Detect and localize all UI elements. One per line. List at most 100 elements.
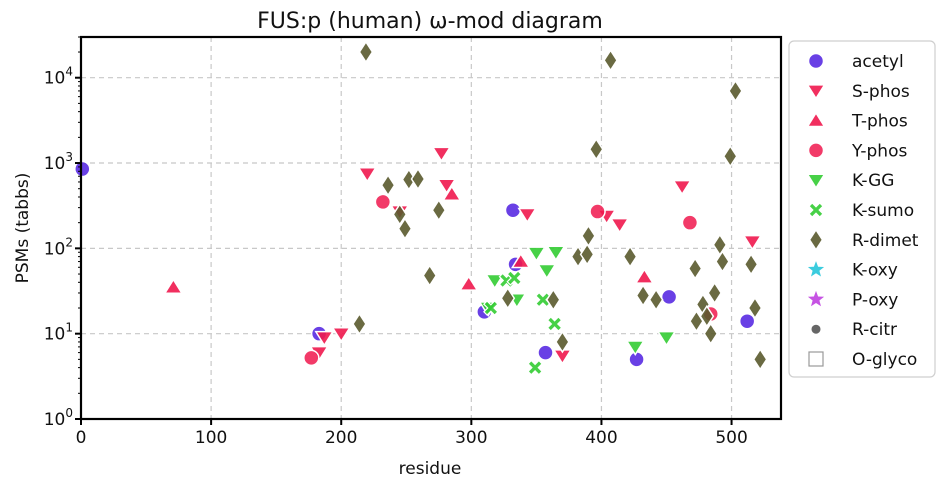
y-tick-label: 103: [44, 150, 73, 174]
data-point-r-dimet: [635, 284, 651, 307]
data-point-k-sumo: [546, 316, 563, 332]
data-point-r-dimet: [410, 167, 426, 191]
data-point-t-phos: [441, 185, 462, 202]
data-point-s-phos: [314, 330, 335, 347]
data-point-k-gg: [625, 340, 646, 356]
x-tick-label: 300: [455, 428, 487, 448]
data-point-k-gg: [656, 330, 677, 347]
legend-box: [788, 40, 936, 378]
legend-label: Y-phos: [851, 141, 907, 161]
legend-label: K-sumo: [852, 201, 914, 221]
legend-label: P-oxy: [852, 290, 898, 310]
legend-label: acetyl: [852, 52, 904, 72]
data-point-s-phos: [609, 217, 630, 234]
x-tick-label: 500: [715, 428, 747, 448]
data-point-k-gg: [484, 273, 505, 290]
data-point-y-phos: [681, 214, 699, 231]
legend-marker-k-gg: [806, 173, 826, 190]
data-point-r-dimet: [703, 322, 719, 346]
data-point-acetyl: [660, 288, 678, 306]
data-point-t-phos: [163, 278, 184, 294]
data-points: [74, 40, 768, 376]
grid: [80, 37, 781, 419]
legend-label: R-citr: [852, 320, 897, 340]
data-point-r-dimet: [687, 257, 703, 280]
data-point-k-sumo: [527, 359, 543, 376]
data-point-t-phos: [458, 275, 479, 291]
data-point-s-phos: [672, 179, 692, 196]
data-point-r-dimet: [648, 288, 664, 312]
data-point-s-phos: [331, 326, 352, 343]
data-point-r-dimet: [715, 250, 730, 273]
x-tick-label: 400: [585, 428, 617, 448]
data-point-k-sumo: [535, 291, 551, 308]
data-point-r-dimet: [603, 48, 618, 72]
data-point-r-dimet: [588, 137, 604, 161]
data-point-r-dimet: [699, 304, 715, 328]
plot-frame: [79, 35, 783, 421]
legend-marker-s-phos: [806, 84, 826, 100]
y-tick-label: 101: [44, 321, 73, 345]
data-point-acetyl: [738, 312, 756, 330]
data-point-r-dimet: [555, 330, 570, 354]
chart-title: FUS:p (human) ω-mod diagram: [257, 9, 603, 34]
data-point-r-dimet: [622, 245, 638, 268]
data-point-k-gg: [546, 245, 566, 262]
data-point-r-dimet: [545, 288, 561, 312]
data-point-t-phos: [510, 252, 531, 269]
data-point-r-dimet: [422, 264, 438, 287]
data-point-k-sumo: [483, 300, 499, 316]
legend-marker-acetyl: [807, 52, 825, 70]
data-point-r-dimet: [358, 40, 374, 64]
legend-marker-k-oxy: [807, 261, 825, 277]
legend-label: R-dimet: [852, 231, 919, 251]
data-point-r-dimet: [722, 144, 738, 168]
data-point-acetyl: [74, 160, 91, 178]
series-acetyl: [74, 160, 756, 368]
series-t-phos: [163, 185, 655, 294]
legend-marker-y-phos: [807, 142, 825, 159]
data-point-s-phos: [431, 146, 452, 163]
y-tick-label: 104: [44, 65, 73, 89]
x-tick-label: 200: [325, 428, 357, 448]
legend-label: S-phos: [852, 82, 910, 102]
data-point-s-phos: [357, 166, 378, 183]
data-point-r-dimet: [380, 173, 396, 197]
data-point-r-dimet: [500, 286, 516, 310]
data-point-r-dimet: [728, 79, 743, 103]
data-point-k-gg: [526, 246, 547, 263]
y-tick-label: 100: [44, 406, 73, 430]
data-point-r-dimet: [352, 312, 367, 336]
x-tick-label: 100: [195, 428, 227, 448]
series-k-sumo: [483, 270, 563, 376]
data-point-t-phos: [634, 268, 655, 284]
y-tick-label: 102: [44, 235, 73, 259]
data-point-acetyl: [504, 201, 522, 219]
data-point-s-phos: [517, 207, 538, 224]
data-point-r-dimet: [581, 224, 596, 248]
legend-marker-p-oxy: [807, 290, 825, 307]
data-point-k-sumo: [506, 270, 523, 286]
legend-marker-o-glyco: [808, 351, 824, 367]
data-point-r-dimet: [707, 281, 723, 305]
data-point-s-phos: [742, 234, 763, 251]
data-point-r-dimet: [747, 296, 763, 320]
data-point-r-dimet: [397, 217, 413, 241]
data-point-acetyl: [628, 351, 645, 368]
data-point-r-dimet: [579, 243, 595, 266]
data-point-r-dimet: [392, 203, 408, 226]
legend-label: K-GG: [852, 171, 894, 191]
data-point-y-phos: [303, 349, 320, 367]
data-point-s-phos: [436, 178, 457, 195]
legend-label: T-phos: [851, 112, 908, 132]
legend-marker-r-citr: [811, 324, 821, 334]
data-point-r-dimet: [743, 252, 759, 276]
y-axis-label: PSMs (tabbs): [13, 173, 33, 284]
data-point-r-dimet: [712, 233, 728, 257]
legend-marker-t-phos: [806, 111, 826, 128]
data-point-r-dimet: [752, 347, 768, 371]
series-r-dimet: [352, 40, 768, 371]
data-point-y-phos: [589, 203, 606, 220]
